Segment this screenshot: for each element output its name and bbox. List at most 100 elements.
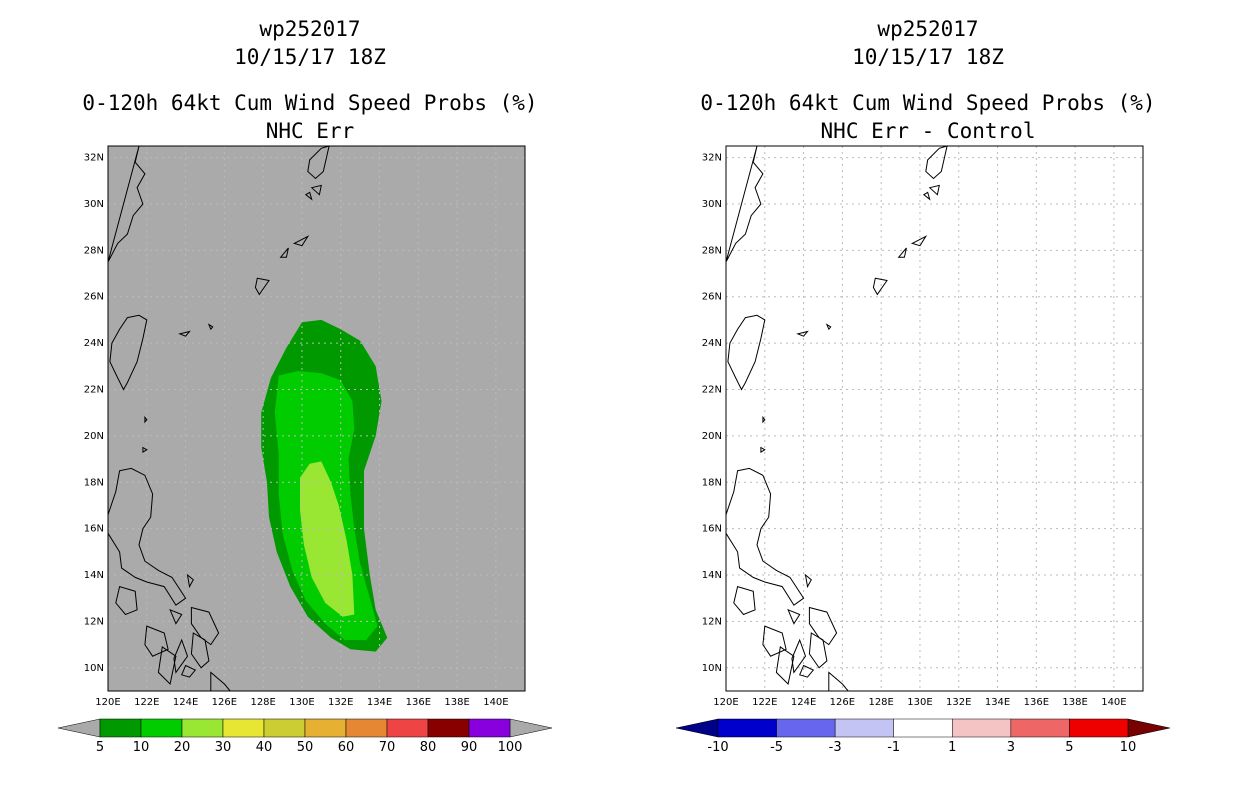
coastline	[925, 145, 948, 180]
lat-tick-label: 20N	[702, 431, 722, 442]
lat-tick-label: 18N	[84, 477, 104, 488]
coastline	[727, 314, 766, 391]
coastline	[897, 247, 907, 258]
colorbar-swatch	[386, 718, 429, 738]
colorbar-label: 80	[420, 740, 437, 755]
right-coastlines	[725, 145, 948, 692]
colorbar-label: 30	[215, 740, 232, 755]
coastline	[181, 664, 197, 678]
lat-tick-label: 16N	[84, 524, 104, 535]
lat-tick-label: 22N	[84, 385, 104, 396]
colorbar-label: -3	[829, 740, 842, 755]
colorbar-label: 5	[1065, 740, 1073, 755]
coastline	[725, 467, 805, 606]
right-title-time: 10/15/17 18Z	[852, 45, 1004, 69]
right-map-background	[726, 146, 1143, 691]
coastline	[109, 314, 148, 391]
colorbar-label: -10	[707, 740, 728, 755]
right-title-subtitle: NHC Err - Control	[820, 119, 1036, 143]
lon-tick-label: 128E	[250, 697, 275, 708]
lon-tick-label: 126E	[212, 697, 237, 708]
colorbar-label: 1	[948, 740, 956, 755]
lon-tick-label: 124E	[791, 697, 816, 708]
lon-tick-label: 130E	[907, 697, 932, 708]
colorbar-max-arrow	[1127, 718, 1171, 738]
lat-tick-label: 12N	[84, 616, 104, 627]
lat-tick-label: 24N	[702, 338, 722, 349]
lat-tick-label: 30N	[702, 199, 722, 210]
coastline	[922, 191, 931, 201]
coastline	[808, 632, 828, 669]
colorbar-label: 10	[133, 740, 150, 755]
right-map-frame	[725, 145, 1144, 692]
right-axis-labels: 120E 122E 124E 126E 128E 130E 132E 134E 136E 138E…	[702, 153, 1127, 708]
lon-tick-label: 132E	[328, 697, 353, 708]
coastline	[169, 608, 183, 625]
coastline	[804, 573, 812, 589]
colorbar-label: -5	[770, 740, 783, 755]
lat-tick-label: 26N	[702, 292, 722, 303]
left-axis-labels: 120E 122E 124E 126E 128E 130E 132E 134E 136E 138E…	[84, 153, 509, 708]
left-title-product: 0-120h 64kt Cum Wind Speed Probs (%)	[82, 91, 538, 115]
lon-tick-label: 126E	[830, 697, 855, 708]
lon-tick-label: 138E	[1062, 697, 1087, 708]
left-title-time: 10/15/17 18Z	[234, 45, 386, 69]
colorbar-label: -1	[887, 740, 900, 755]
colorbar-label: 3	[1007, 740, 1015, 755]
coastline	[144, 415, 148, 424]
left-probability-contours	[261, 319, 388, 652]
left-coastlines	[107, 145, 330, 692]
lon-tick-label: 122E	[752, 697, 777, 708]
right-title-product: 0-120h 64kt Cum Wind Speed Probs (%)	[700, 91, 1156, 115]
coastline	[787, 608, 801, 625]
colorbar-swatch	[263, 718, 306, 738]
coastline	[307, 145, 330, 180]
left-probability-map: 120E 122E 124E 126E 128E 130E 132E 134E 136E 138E…	[84, 145, 526, 708]
lon-tick-label: 134E	[985, 697, 1010, 708]
colorbar-swatch	[893, 718, 953, 738]
left-colorbar: 5 10 20 30 40 50 60 70 80 90 100	[57, 718, 553, 755]
lat-tick-label: 14N	[702, 570, 722, 581]
left-map-frame	[107, 145, 526, 692]
colorbar-swatch	[834, 718, 894, 738]
lat-tick-label: 30N	[84, 199, 104, 210]
colorbar-swatch	[222, 718, 265, 738]
coastline	[762, 415, 766, 424]
lon-tick-label: 128E	[868, 697, 893, 708]
coastline	[144, 625, 169, 657]
coastline	[928, 184, 940, 196]
lat-tick-label: 28N	[702, 245, 722, 256]
colorbar-label: 5	[96, 740, 104, 755]
colorbar-label: 10	[1120, 740, 1137, 755]
colorbar-label: 20	[174, 740, 191, 755]
colorbar-swatch	[99, 718, 142, 738]
colorbar-swatch	[776, 718, 836, 738]
lat-tick-label: 10N	[702, 663, 722, 674]
lat-tick-label: 10N	[84, 663, 104, 674]
lon-tick-label: 120E	[713, 697, 738, 708]
colorbar-max-arrow	[509, 718, 553, 738]
right-colorbar: -10 -5 -3 -1 1 3 5 10	[675, 718, 1171, 755]
probability-contour-20	[300, 461, 355, 617]
right-title-storm: wp252017	[877, 17, 979, 41]
colorbar-min-arrow	[675, 718, 719, 738]
colorbar-swatch	[468, 718, 511, 738]
coastline	[796, 330, 809, 337]
lat-tick-label: 28N	[84, 245, 104, 256]
coastline	[910, 235, 928, 247]
lon-tick-label: 132E	[946, 697, 971, 708]
coastline	[799, 664, 815, 678]
colorbar-label: 70	[379, 740, 396, 755]
lat-tick-label: 18N	[702, 477, 722, 488]
lat-tick-label: 20N	[84, 431, 104, 442]
colorbar-label: 40	[256, 740, 273, 755]
coastline	[762, 625, 787, 657]
coastline	[142, 446, 148, 453]
colorbar-swatch	[427, 718, 470, 738]
coastline	[775, 646, 795, 686]
lat-tick-label: 12N	[702, 616, 722, 627]
coastline	[733, 585, 756, 616]
lat-tick-label: 32N	[702, 153, 722, 164]
coastline	[107, 467, 187, 606]
lon-tick-label: 134E	[367, 697, 392, 708]
